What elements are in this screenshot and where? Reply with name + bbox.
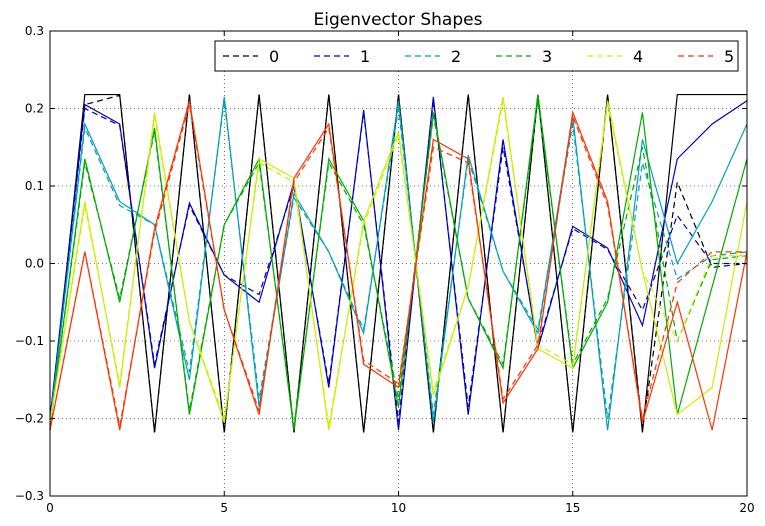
y-tick-label-1: −0.2 (15, 412, 44, 426)
x-tick-label-2: 10 (391, 501, 406, 515)
legend-label-0: 0 (269, 47, 279, 66)
y-tick-label-6: 0.3 (25, 24, 44, 38)
legend-label-3: 3 (542, 47, 552, 66)
x-tick-label-1: 5 (220, 501, 228, 515)
y-tick-label-0: −0.3 (15, 489, 44, 503)
x-tick-label-0: 0 (46, 501, 54, 515)
series-0-dashed-line (49, 94, 748, 433)
chart-title: Eigenvector Shapes (314, 10, 483, 30)
y-tick-label-2: −0.1 (15, 334, 44, 348)
series-3-dashed-line (49, 100, 748, 427)
x-tick-label-4: 20 (739, 501, 754, 515)
legend-label-5: 5 (724, 47, 734, 66)
legend-label-1: 1 (360, 47, 370, 66)
y-tick-label-3: 0.0 (25, 257, 44, 271)
series-2-dashed-line (49, 100, 748, 423)
axis-ticks: 0 5 10 15 20−0.3−0.2−0.10.00.10.20.3 (15, 24, 755, 515)
legend-label-2: 2 (451, 47, 461, 66)
series-5-dashed-line (49, 104, 747, 431)
series-5-solid-line (49, 100, 748, 431)
legend-label-4: 4 (633, 47, 643, 66)
series-3-solid-line (49, 94, 748, 431)
legend-box (214, 40, 739, 72)
series-1-dashed-line (49, 100, 747, 423)
x-tick-label-3: 15 (565, 501, 580, 515)
y-tick-label-4: 0.1 (25, 179, 44, 193)
legend: 0 1 2 3 4 5 (214, 40, 739, 72)
series-group (49, 93, 748, 433)
y-tick-label-5: 0.2 (25, 102, 44, 116)
